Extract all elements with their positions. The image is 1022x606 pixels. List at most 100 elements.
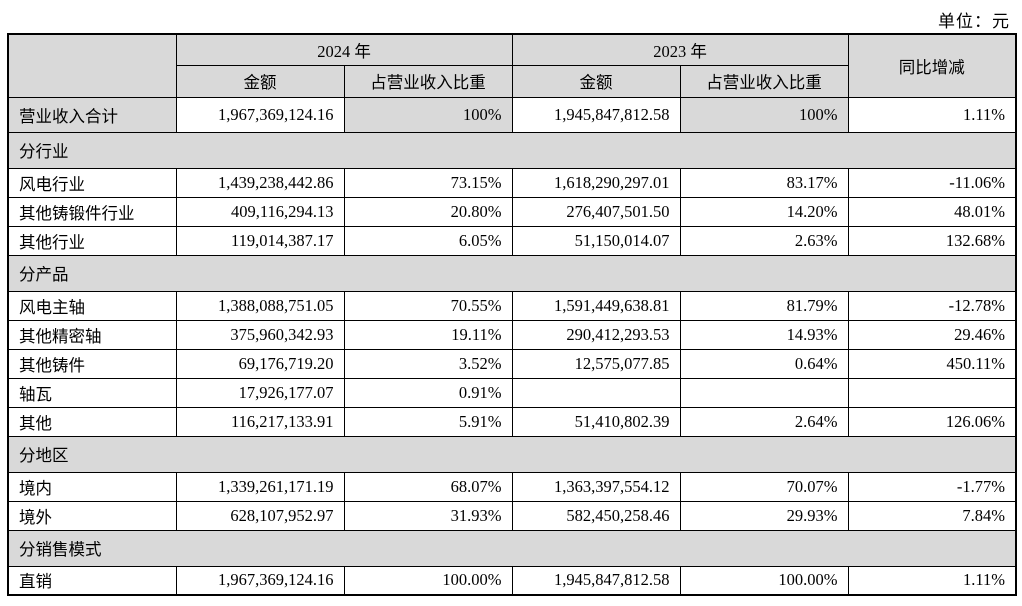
- row-label: 其他精密轴: [7, 319, 177, 350]
- pct-2023: 81.79%: [679, 290, 849, 321]
- table-row: 其他 116,217,133.91 5.91% 51,410,802.39 2.64% 1…: [7, 406, 1017, 437]
- pct-2023: 2.63%: [679, 225, 849, 256]
- yoy-change: -11.06%: [847, 167, 1017, 198]
- amount-2024: 119,014,387.17: [175, 225, 345, 256]
- amount-2023: 1,618,290,297.01: [511, 167, 681, 198]
- amount-2023: 276,407,501.50: [511, 196, 681, 227]
- section-row: 分行业: [7, 131, 1017, 169]
- pct-2024: 6.05%: [343, 225, 513, 256]
- pct-2023: 14.20%: [679, 196, 849, 227]
- pct-2024: 5.91%: [343, 406, 513, 437]
- section-row: 分销售模式: [7, 529, 1017, 567]
- yoy-change: -12.78%: [847, 290, 1017, 321]
- row-label: 其他: [7, 406, 177, 437]
- table-row: 风电主轴 1,388,088,751.05 70.55% 1,591,449,638.…: [7, 290, 1017, 321]
- pct-2023: 70.07%: [679, 471, 849, 502]
- amount-2023: 12,575,077.85: [511, 348, 681, 379]
- header-pct-2024: 占营业收入比重: [343, 64, 513, 98]
- header-row-measures: 金额 占营业收入比重 金额 占营业收入比重: [8, 64, 1016, 98]
- pct-2023: 100%: [679, 96, 849, 133]
- table-body: 营业收入合计 1,967,369,124.16 100% 1,945,847,812.…: [7, 96, 1017, 596]
- header-year-2024: 2024 年: [175, 33, 513, 66]
- section-label: 分产品: [7, 254, 1017, 292]
- pct-2024: 73.15%: [343, 167, 513, 198]
- pct-2024: 3.52%: [343, 348, 513, 379]
- table-row: 直销 1,967,369,124.16 100.00% 1,945,847,812.5…: [7, 565, 1017, 596]
- table-row: 其他精密轴 375,960,342.93 19.11% 290,412,293.53 1…: [7, 319, 1017, 350]
- amount-2023: 1,945,847,812.58: [511, 96, 681, 133]
- section-row: 分产品: [7, 254, 1017, 292]
- row-label: 其他铸件: [7, 348, 177, 379]
- row-label: 境外: [7, 500, 177, 531]
- amount-2024: 628,107,952.97: [175, 500, 345, 531]
- row-label: 风电主轴: [7, 290, 177, 321]
- header-year-2023: 2023 年: [511, 33, 849, 66]
- amount-2024: 375,960,342.93: [175, 319, 345, 350]
- pct-2024: 20.80%: [343, 196, 513, 227]
- table-row: 其他铸件 69,176,719.20 3.52% 12,575,077.85 0.64%…: [7, 348, 1017, 379]
- yoy-change: 450.11%: [847, 348, 1017, 379]
- row-label: 境内: [7, 471, 177, 502]
- amount-2023: 1,945,847,812.58: [511, 565, 681, 596]
- pct-2024: 68.07%: [343, 471, 513, 502]
- yoy-change: 48.01%: [847, 196, 1017, 227]
- amount-2023: 290,412,293.53: [511, 319, 681, 350]
- header-row-years: 2024 年 2023 年 同比增减: [7, 33, 1017, 98]
- pct-2023: 0.64%: [679, 348, 849, 379]
- pct-2023: 29.93%: [679, 500, 849, 531]
- unit-label: 单位：元: [938, 12, 1010, 31]
- pct-2023: [679, 377, 849, 408]
- amount-2024: 1,388,088,751.05: [175, 290, 345, 321]
- amount-2024: 69,176,719.20: [175, 348, 345, 379]
- amount-2024: 1,439,238,442.86: [175, 167, 345, 198]
- pct-2023: 14.93%: [679, 319, 849, 350]
- table-row: 境外 628,107,952.97 31.93% 582,450,258.46 29.9…: [7, 500, 1017, 531]
- pct-2024: 0.91%: [343, 377, 513, 408]
- revenue-breakdown-table: 2024 年 2023 年 同比增减 金额 占营业收入比重 金额 占营业收入比重…: [7, 33, 1017, 596]
- amount-2023: 582,450,258.46: [511, 500, 681, 531]
- yoy-change: [847, 377, 1017, 408]
- row-label: 其他铸锻件行业: [7, 196, 177, 227]
- pct-2024: 19.11%: [343, 319, 513, 350]
- pct-2024: 100%: [343, 96, 513, 133]
- amount-2023: 51,410,802.39: [511, 406, 681, 437]
- pct-2024: 70.55%: [343, 290, 513, 321]
- pct-2023: 83.17%: [679, 167, 849, 198]
- amount-2024: 1,339,261,171.19: [175, 471, 345, 502]
- section-row: 分地区: [7, 435, 1017, 473]
- row-label: 轴瓦: [7, 377, 177, 408]
- section-label: 分行业: [7, 131, 1017, 169]
- row-label: 风电行业: [7, 167, 177, 198]
- header-yoy-change: 同比增减: [847, 33, 1017, 98]
- pct-2024: 31.93%: [343, 500, 513, 531]
- yoy-change: 1.11%: [847, 96, 1017, 133]
- yoy-change: 126.06%: [847, 406, 1017, 437]
- table-row: 风电行业 1,439,238,442.86 73.15% 1,618,290,297.…: [7, 167, 1017, 198]
- amount-2023: 1,591,449,638.81: [511, 290, 681, 321]
- row-label: 直销: [7, 565, 177, 596]
- table-row: 营业收入合计 1,967,369,124.16 100% 1,945,847,812.…: [7, 96, 1017, 133]
- header-amount-2023: 金额: [511, 64, 681, 98]
- header-blank-cell: [7, 33, 177, 98]
- section-label: 分销售模式: [7, 529, 1017, 567]
- table-row: 境内 1,339,261,171.19 68.07% 1,363,397,554.12…: [7, 471, 1017, 502]
- yoy-change: -1.77%: [847, 471, 1017, 502]
- amount-2024: 1,967,369,124.16: [175, 565, 345, 596]
- pct-2023: 100.00%: [679, 565, 849, 596]
- yoy-change: 7.84%: [847, 500, 1017, 531]
- yoy-change: 1.11%: [847, 565, 1017, 596]
- amount-2024: 17,926,177.07: [175, 377, 345, 408]
- yoy-change: 132.68%: [847, 225, 1017, 256]
- pct-2023: 2.64%: [679, 406, 849, 437]
- row-label: 营业收入合计: [7, 96, 177, 133]
- amount-2023: 51,150,014.07: [511, 225, 681, 256]
- header-pct-2023: 占营业收入比重: [679, 64, 849, 98]
- amount-2024: 409,116,294.13: [175, 196, 345, 227]
- amount-2024: 116,217,133.91: [175, 406, 345, 437]
- amount-2023: 1,363,397,554.12: [511, 471, 681, 502]
- section-label: 分地区: [7, 435, 1017, 473]
- table-row: 轴瓦 17,926,177.07 0.91%: [7, 377, 1017, 408]
- pct-2024: 100.00%: [343, 565, 513, 596]
- header-amount-2024: 金额: [175, 64, 345, 98]
- yoy-change: 29.46%: [847, 319, 1017, 350]
